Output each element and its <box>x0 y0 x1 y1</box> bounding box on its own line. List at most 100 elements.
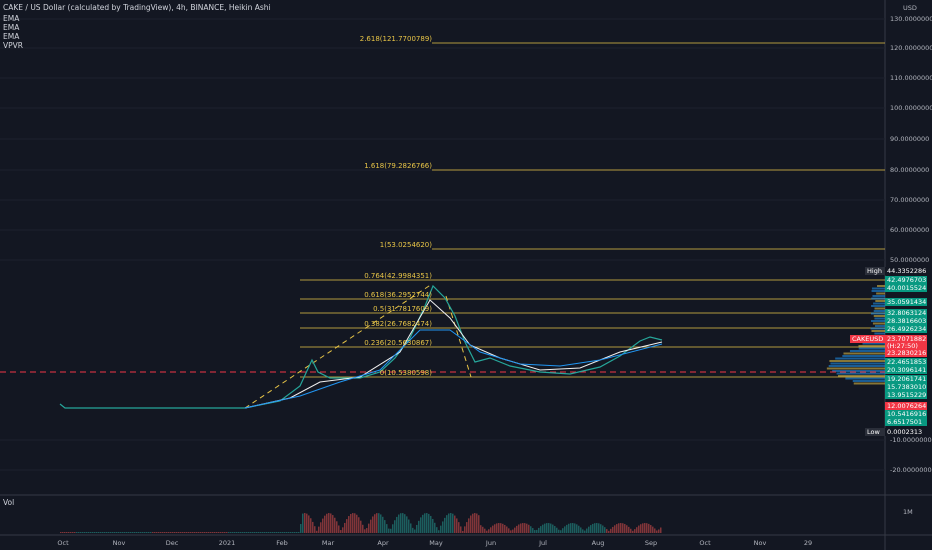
indicator: VPVR <box>3 41 23 50</box>
volume-bar <box>578 525 580 533</box>
volume-bar <box>584 530 586 533</box>
volume-bar <box>116 532 118 533</box>
volume-bar <box>466 522 468 533</box>
vpvr-bar <box>862 342 885 345</box>
price-label-bg <box>885 375 927 383</box>
volume-bar <box>434 522 436 533</box>
volume-bar <box>606 529 608 533</box>
volume-bar <box>478 515 480 533</box>
volume-bar <box>472 513 474 533</box>
volume-bar <box>340 530 342 533</box>
vpvr-bar <box>871 305 885 307</box>
volume-bar <box>104 532 106 533</box>
volume-bar <box>486 530 488 533</box>
volume-bar <box>326 513 328 533</box>
price-tick: 50.0000000 <box>890 256 929 264</box>
volume-bar <box>78 532 80 533</box>
volume-bar <box>352 513 354 533</box>
volume-bar <box>212 532 214 533</box>
vpvr-bar <box>845 377 885 380</box>
volume-bar <box>608 530 610 533</box>
volume-bar <box>216 532 218 533</box>
volume-bar <box>582 529 584 533</box>
volume-bar <box>576 524 578 533</box>
volume-bar <box>638 525 640 533</box>
volume-bar <box>656 530 658 533</box>
price-label-bg <box>885 358 927 366</box>
volume-bar <box>454 515 456 533</box>
volume-bar <box>248 532 250 533</box>
volume-bar <box>570 523 572 533</box>
volume-bar <box>414 529 416 533</box>
volume-bar <box>586 528 588 533</box>
price-label-bg <box>885 298 927 306</box>
volume-bar <box>412 527 414 533</box>
price-label: 15.7383010 <box>887 383 926 391</box>
volume-bar <box>444 517 446 533</box>
volume-bar <box>518 524 520 533</box>
volume-bar <box>496 523 498 533</box>
volume-bar <box>432 518 434 533</box>
volume-bar <box>314 526 316 533</box>
price-label-bg <box>885 418 927 426</box>
volume-bar <box>402 513 404 533</box>
volume-bar <box>114 532 116 533</box>
price-label: (H:27:50) <box>887 342 918 350</box>
volume-bar <box>580 527 582 533</box>
vpvr-bar <box>870 327 885 330</box>
vpvr-bar <box>830 362 885 365</box>
price-label: 20.3096141 <box>887 366 926 374</box>
volume-bar <box>226 532 228 533</box>
vpvr-bar <box>874 307 885 310</box>
volume-bar <box>648 523 650 533</box>
volume-bar <box>430 515 432 533</box>
volume-bar <box>324 515 326 533</box>
volume-bar <box>450 513 452 533</box>
fib-label: 0.382(26.7682474) <box>364 320 432 328</box>
volume-bar <box>366 528 368 533</box>
vpvr-bar <box>870 312 885 315</box>
volume-bar <box>574 523 576 533</box>
indicator: EMA <box>3 14 20 23</box>
price-label-bg <box>885 284 927 292</box>
price-label: 13.9515229 <box>887 391 926 399</box>
volume-bar <box>502 523 504 533</box>
vpvr-bar <box>871 330 885 332</box>
volume-bar <box>336 521 338 533</box>
volume-bar <box>150 532 152 533</box>
volume-bar <box>184 532 186 533</box>
price-label-bg <box>865 267 885 275</box>
volume-bar <box>260 532 262 533</box>
price-label: 44.3352286 <box>887 267 926 275</box>
volume-bar <box>374 514 376 533</box>
vpvr-bar <box>858 347 885 350</box>
vpvr-bar <box>877 285 885 287</box>
volume-bar <box>224 532 226 533</box>
volume-bar <box>332 515 334 533</box>
volume-bar <box>456 518 458 533</box>
price-label-bg <box>885 267 927 275</box>
volume-bar <box>124 532 126 533</box>
volume-bar <box>112 532 114 533</box>
volume-bar <box>244 532 246 533</box>
volume-bar <box>102 532 104 533</box>
volume-bar <box>138 532 140 533</box>
volume-bar <box>98 532 100 533</box>
volume-bar <box>368 523 370 533</box>
volume-bar <box>514 527 516 533</box>
fib-label: 0.618(36.2952744) <box>364 291 432 299</box>
volume-bar <box>90 532 92 533</box>
volume-bar <box>438 530 440 533</box>
volume-bar <box>474 513 476 533</box>
volume-bar <box>376 513 378 533</box>
volume-bar <box>640 524 642 533</box>
price-label: 32.8063124 <box>887 309 926 317</box>
volume-bar <box>218 532 220 533</box>
volume-bar <box>120 532 122 533</box>
volume-bar <box>176 532 178 533</box>
volume-bar <box>556 527 558 533</box>
volume-bar <box>158 532 160 533</box>
volume-bar <box>76 532 78 533</box>
volume-bar <box>658 529 660 533</box>
